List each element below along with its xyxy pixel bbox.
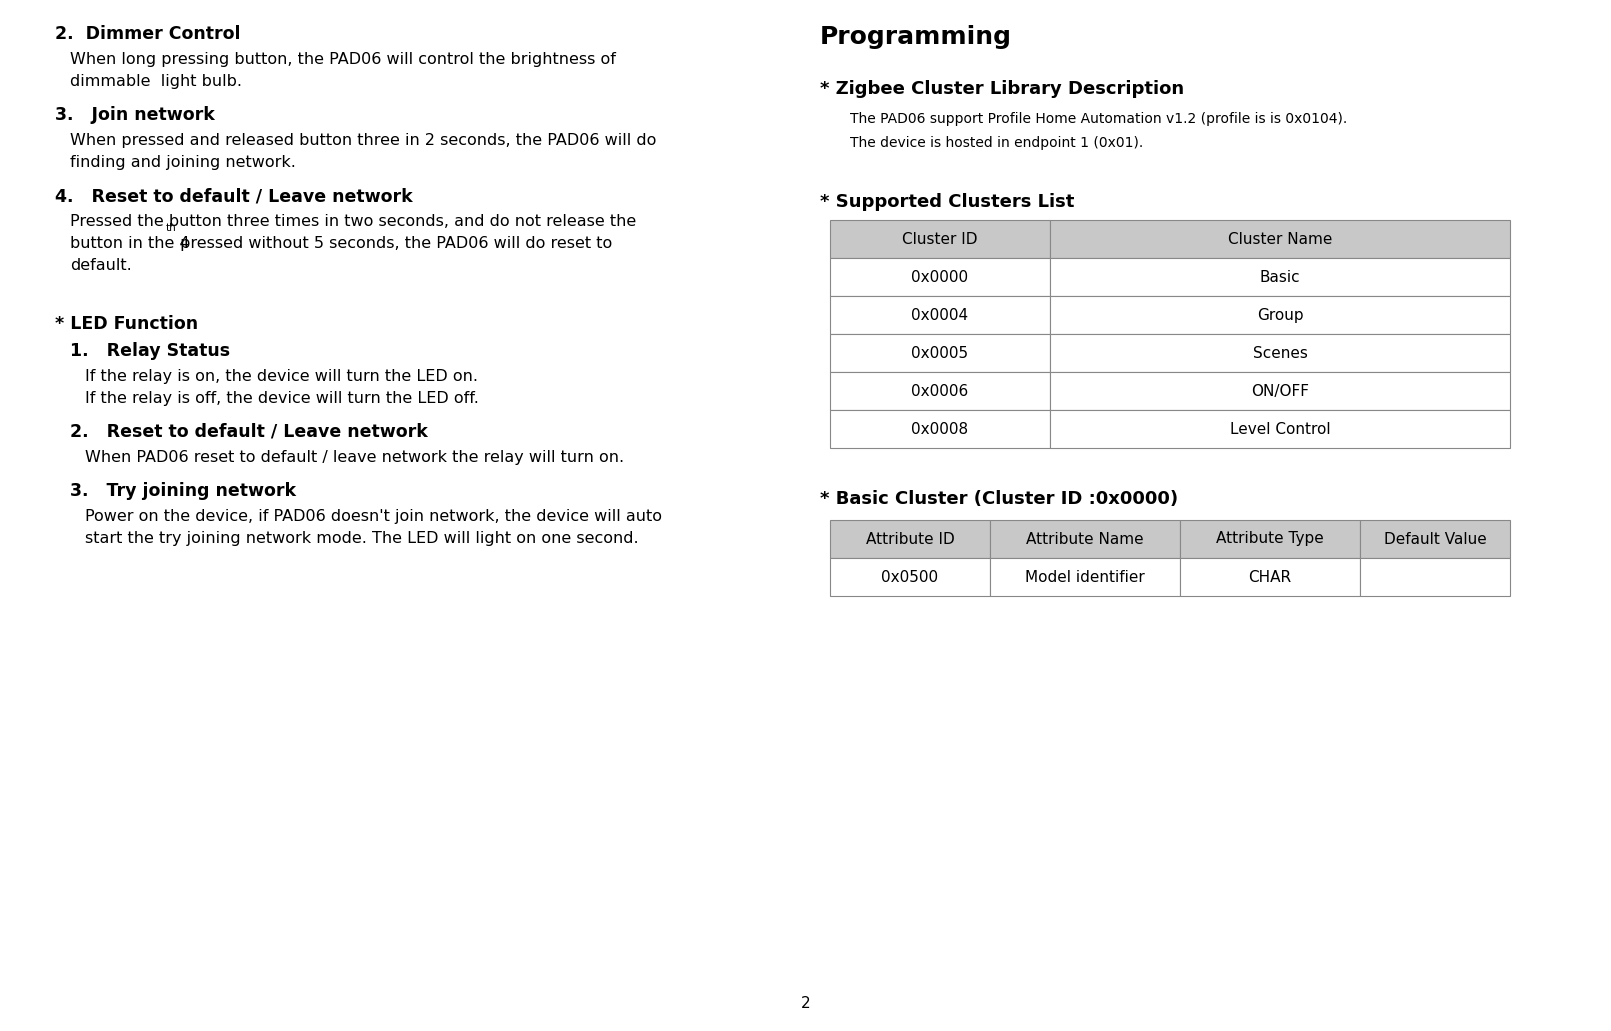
Text: When PAD06 reset to default / leave network the relay will turn on.: When PAD06 reset to default / leave netw… xyxy=(85,450,623,465)
Bar xyxy=(991,520,1179,558)
Bar xyxy=(1179,520,1360,558)
Bar xyxy=(1050,372,1510,410)
Text: Model identifier: Model identifier xyxy=(1025,569,1145,585)
Text: Attribute Type: Attribute Type xyxy=(1216,532,1324,546)
Text: 3.   Try joining network: 3. Try joining network xyxy=(69,483,296,500)
Text: 0x0005: 0x0005 xyxy=(912,345,968,361)
Text: Default Value: Default Value xyxy=(1384,532,1487,546)
Text: default.: default. xyxy=(69,258,132,273)
Text: 2.  Dimmer Control: 2. Dimmer Control xyxy=(55,25,240,43)
Text: th: th xyxy=(166,223,177,233)
Bar xyxy=(830,558,991,596)
Text: The PAD06 support Profile Home Automation v1.2 (profile is is 0x0104).: The PAD06 support Profile Home Automatio… xyxy=(851,112,1347,126)
Text: Attribute Name: Attribute Name xyxy=(1026,532,1144,546)
Bar xyxy=(1050,334,1510,372)
Bar xyxy=(830,334,1050,372)
Bar xyxy=(830,520,991,558)
Text: pressed without 5 seconds, the PAD06 will do reset to: pressed without 5 seconds, the PAD06 wil… xyxy=(176,236,612,251)
Text: start the try joining network mode. The LED will light on one second.: start the try joining network mode. The … xyxy=(85,531,638,546)
Text: 0x0000: 0x0000 xyxy=(912,269,968,285)
Text: 0x0006: 0x0006 xyxy=(912,384,968,399)
Text: Basic: Basic xyxy=(1260,269,1300,285)
Text: When long pressing button, the PAD06 will control the brightness of: When long pressing button, the PAD06 wil… xyxy=(69,52,615,67)
Text: * LED Function: * LED Function xyxy=(55,315,198,333)
Bar xyxy=(1360,520,1510,558)
Bar xyxy=(1179,558,1360,596)
Text: * Basic Cluster (Cluster ID :0x0000): * Basic Cluster (Cluster ID :0x0000) xyxy=(820,490,1178,508)
Text: Cluster ID: Cluster ID xyxy=(902,232,978,246)
Bar xyxy=(830,258,1050,296)
Bar xyxy=(991,558,1179,596)
Text: * Zigbee Cluster Library Description: * Zigbee Cluster Library Description xyxy=(820,80,1184,98)
Bar xyxy=(830,372,1050,410)
Text: Level Control: Level Control xyxy=(1229,422,1331,436)
Text: Cluster Name: Cluster Name xyxy=(1228,232,1332,246)
Text: Group: Group xyxy=(1257,307,1303,323)
Text: dimmable  light bulb.: dimmable light bulb. xyxy=(69,74,242,89)
Bar xyxy=(830,410,1050,448)
Bar xyxy=(1050,296,1510,334)
Text: Pressed the button three times in two seconds, and do not release the: Pressed the button three times in two se… xyxy=(69,214,636,229)
Text: 3.   Join network: 3. Join network xyxy=(55,106,214,124)
Bar xyxy=(1050,258,1510,296)
Text: The device is hosted in endpoint 1 (0x01).: The device is hosted in endpoint 1 (0x01… xyxy=(851,136,1144,149)
Bar xyxy=(830,296,1050,334)
Text: If the relay is off, the device will turn the LED off.: If the relay is off, the device will tur… xyxy=(85,391,478,406)
Text: Attribute ID: Attribute ID xyxy=(865,532,954,546)
Bar xyxy=(830,220,1050,258)
Text: Scenes: Scenes xyxy=(1253,345,1308,361)
Text: button in the 4: button in the 4 xyxy=(69,236,190,251)
Text: 0x0500: 0x0500 xyxy=(881,569,939,585)
Text: 2: 2 xyxy=(801,996,810,1011)
Text: If the relay is on, the device will turn the LED on.: If the relay is on, the device will turn… xyxy=(85,369,478,384)
Bar xyxy=(1050,220,1510,258)
Text: ON/OFF: ON/OFF xyxy=(1252,384,1310,399)
Text: Power on the device, if PAD06 doesn't join network, the device will auto: Power on the device, if PAD06 doesn't jo… xyxy=(85,509,662,524)
Bar xyxy=(1050,410,1510,448)
Text: 0x0004: 0x0004 xyxy=(912,307,968,323)
Text: CHAR: CHAR xyxy=(1249,569,1292,585)
Text: * Supported Clusters List: * Supported Clusters List xyxy=(820,193,1075,211)
Text: 4.   Reset to default / Leave network: 4. Reset to default / Leave network xyxy=(55,187,412,205)
Text: 1.   Relay Status: 1. Relay Status xyxy=(69,342,230,360)
Text: finding and joining network.: finding and joining network. xyxy=(69,155,296,170)
Text: Programming: Programming xyxy=(820,25,1012,49)
Bar xyxy=(1360,558,1510,596)
Text: 2.   Reset to default / Leave network: 2. Reset to default / Leave network xyxy=(69,423,429,441)
Text: When pressed and released button three in 2 seconds, the PAD06 will do: When pressed and released button three i… xyxy=(69,133,656,148)
Text: 0x0008: 0x0008 xyxy=(912,422,968,436)
